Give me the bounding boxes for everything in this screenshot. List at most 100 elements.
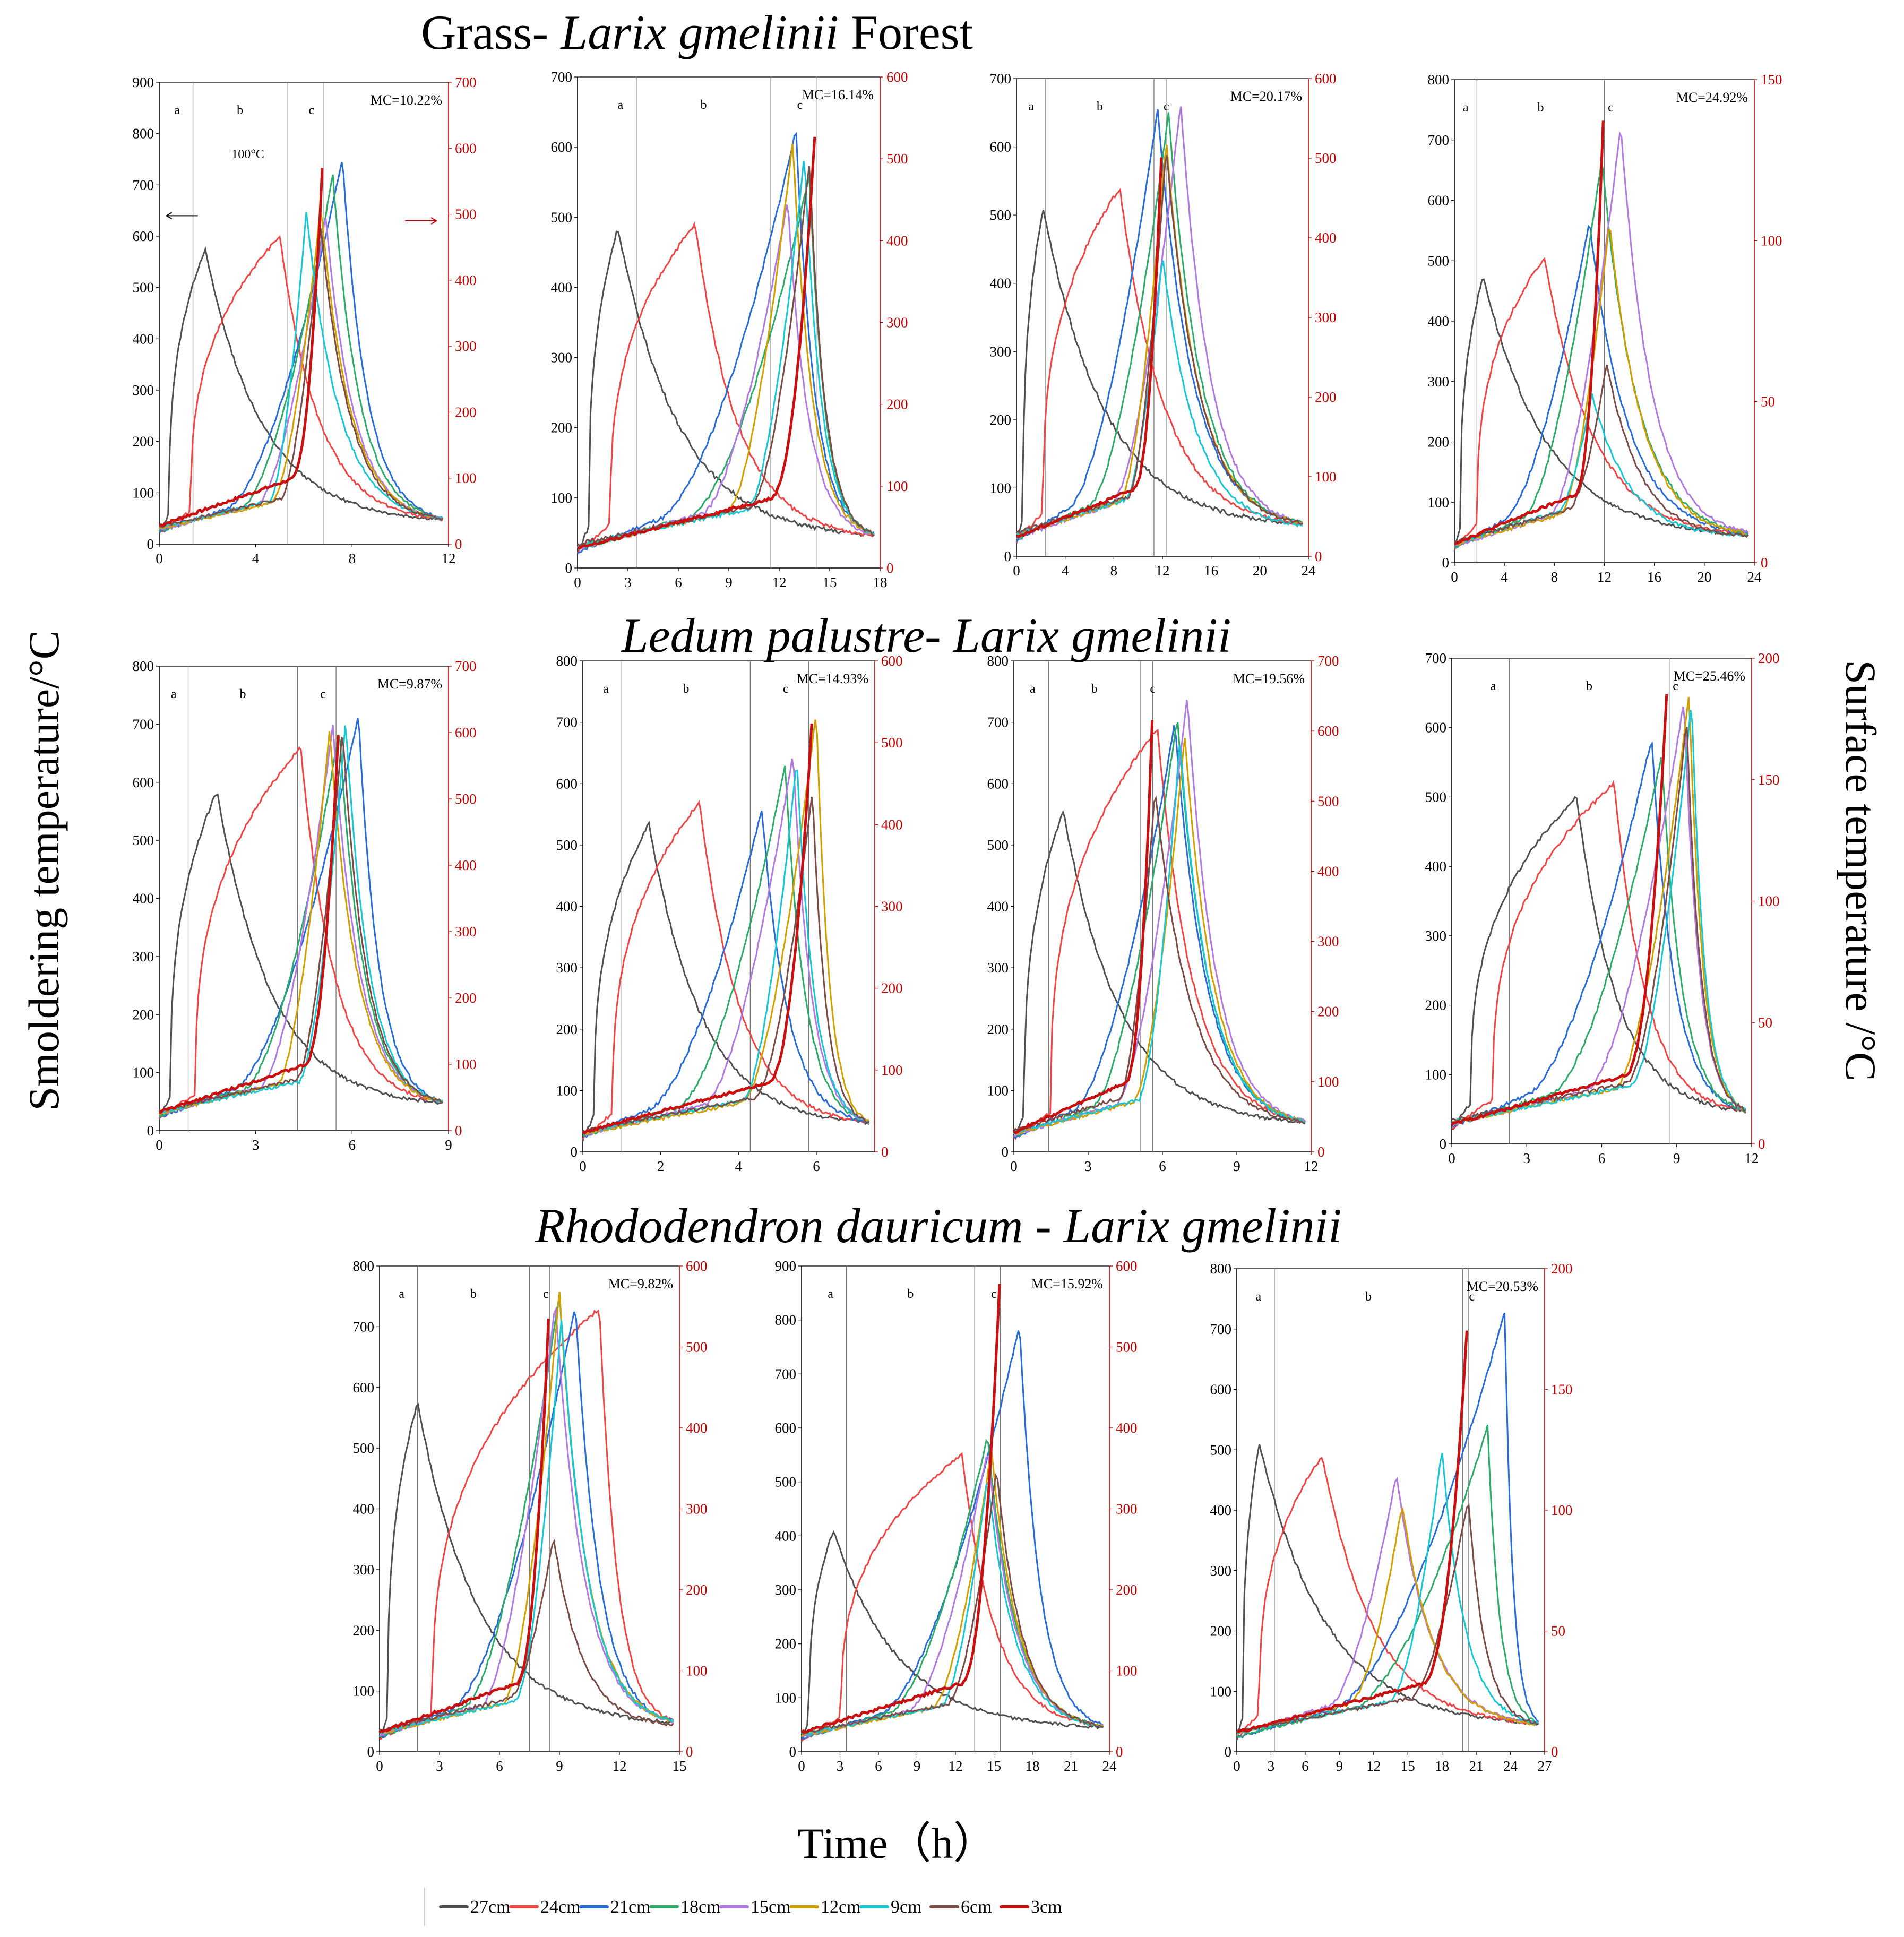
x-tick-label: 6 — [1598, 1150, 1606, 1166]
legend-label-21cm: 21cm — [610, 1897, 651, 1917]
x-tick-label: 3 — [252, 1137, 260, 1153]
y-tick-label: 0 — [1002, 1144, 1009, 1160]
x-tick-label: 3 — [1523, 1150, 1531, 1166]
y2-tick-label: 150 — [1761, 72, 1782, 88]
series-line-18cm — [578, 176, 875, 549]
series-line-9cm — [582, 769, 869, 1133]
stage-label-b: b — [237, 104, 243, 117]
series-line-24cm — [158, 746, 443, 1118]
y-tick-label: 0 — [1004, 548, 1012, 564]
x-tick-label: 6 — [349, 1137, 356, 1153]
x-tick-label: 12 — [1745, 1150, 1759, 1166]
series-line-9cm — [1016, 260, 1303, 536]
y-tick-label: 100 — [1425, 1066, 1447, 1082]
x-tick-label: 12 — [613, 1758, 627, 1774]
y-tick-label: 400 — [551, 279, 573, 295]
y-tick-label: 400 — [353, 1501, 375, 1517]
series-line-21cm — [1013, 725, 1306, 1139]
x-tick-label: 3 — [837, 1758, 844, 1774]
left-axis-arrow — [165, 212, 198, 220]
series-line-27cm — [576, 230, 875, 554]
y-tick-label: 700 — [987, 714, 1009, 730]
y-tick-label: 100 — [353, 1683, 375, 1699]
y2-tick-label: 100 — [1116, 1663, 1138, 1679]
y-tick-label: 100 — [133, 1065, 154, 1081]
y-tick-label: 800 — [133, 658, 154, 674]
x-tick-label: 6 — [1302, 1758, 1309, 1774]
x-tick-label: 18 — [1435, 1758, 1449, 1774]
chart-panel-4: 0 100 200 300 400 500 600 700 800 0 50 100 150 0 4 8 12 1… — [1428, 72, 1782, 585]
y-tick-label: 600 — [987, 776, 1009, 791]
y-tick-label: 300 — [551, 350, 573, 366]
y-tick-label: 700 — [353, 1319, 375, 1335]
y-tick-label: 700 — [1425, 650, 1447, 666]
stage-label-b: b — [1365, 1290, 1372, 1304]
y-tick-label: 800 — [353, 1258, 375, 1274]
stage-label-a: a — [174, 104, 180, 117]
y-tick-label: 300 — [133, 382, 154, 398]
right-axis-arrow — [405, 217, 438, 225]
y-tick-label: 0 — [147, 536, 154, 552]
y-tick-label: 300 — [1210, 1563, 1232, 1579]
y-tick-label: 700 — [1428, 132, 1450, 148]
x-tick-label: 18 — [1026, 1758, 1040, 1774]
y-tick-label: 700 — [990, 71, 1012, 87]
y-tick-label: 400 — [133, 331, 154, 347]
x-tick-label: 24 — [1503, 1758, 1518, 1774]
y2-tick-label: 600 — [686, 1258, 708, 1274]
y2-tick-label: 200 — [1116, 1582, 1138, 1598]
chart-panel-9: 0 100 200 300 400 500 600 700 800 0 100 200 300 400 50… — [353, 1258, 708, 1774]
x-tick-label: 4 — [1501, 569, 1508, 585]
y-tick-label: 700 — [775, 1366, 797, 1382]
x-tick-label: 6 — [875, 1758, 882, 1774]
stage-label-b: b — [1091, 682, 1098, 696]
y2-tick-label: 0 — [1758, 1136, 1765, 1152]
series-line-3cm — [582, 724, 813, 1135]
y-tick-label: 600 — [556, 776, 578, 791]
stage-label-c: c — [1164, 100, 1169, 114]
y-tick-label: 700 — [133, 177, 154, 193]
y2-tick-label: 500 — [1116, 1339, 1138, 1355]
y-tick-label: 800 — [1210, 1261, 1232, 1277]
x-tick-label: 16 — [1647, 569, 1661, 585]
moisture-content-label: MC=9.87% — [377, 676, 442, 692]
stage-label-b: b — [701, 98, 707, 112]
y2-tick-label: 400 — [881, 816, 903, 832]
stage-label-a: a — [618, 98, 624, 112]
chart-panel-10: 0 100 200 300 400 500 600 700 800 900 0 100 200 300 40… — [775, 1258, 1138, 1774]
y-tick-label: 600 — [551, 139, 573, 155]
series-line-24cm — [1453, 257, 1749, 549]
x-tick-label: 15 — [1401, 1758, 1415, 1774]
moisture-content-label: MC=10.22% — [371, 92, 442, 108]
x-tick-label: 0 — [579, 1158, 587, 1174]
stage-label-c: c — [1673, 679, 1678, 693]
y2-tick-label: 100 — [455, 470, 477, 486]
series-line-27cm — [1451, 796, 1746, 1130]
y2-tick-label: 50 — [1551, 1623, 1565, 1639]
y-tick-label: 800 — [133, 126, 154, 142]
section-title-grass: Grass- Larix gmelinii Forest — [421, 5, 973, 59]
y2-tick-label: 0 — [686, 1744, 693, 1760]
stage-label-b: b — [683, 682, 689, 696]
chart-panel-3: 0100200300400500600700010020030040050060… — [990, 71, 1337, 579]
y-tick-label: 500 — [987, 837, 1009, 853]
series-line-12cm — [1454, 228, 1749, 546]
y-tick-label: 200 — [133, 1006, 154, 1022]
y-tick-label: 400 — [987, 899, 1009, 915]
x-tick-label: 0 — [1451, 569, 1458, 585]
y2-tick-label: 600 — [1317, 723, 1339, 739]
y2-tick-label: 300 — [881, 899, 903, 915]
x-tick-label: 15 — [823, 574, 837, 590]
x-tick-label: 12 — [772, 574, 787, 590]
y2-tick-label: 700 — [455, 74, 477, 90]
stage-label-a: a — [1256, 1290, 1262, 1304]
series-line-12cm — [159, 208, 443, 529]
x-tick-label: 20 — [1697, 569, 1711, 585]
y2-tick-label: 0 — [1551, 1744, 1558, 1760]
x-tick-label: 0 — [1233, 1758, 1240, 1774]
y-tick-label: 100 — [556, 1082, 578, 1098]
y-tick-label: 0 — [565, 560, 573, 576]
moisture-content-label: MC=24.92% — [1676, 90, 1748, 105]
y-tick-label: 0 — [1440, 1136, 1447, 1152]
